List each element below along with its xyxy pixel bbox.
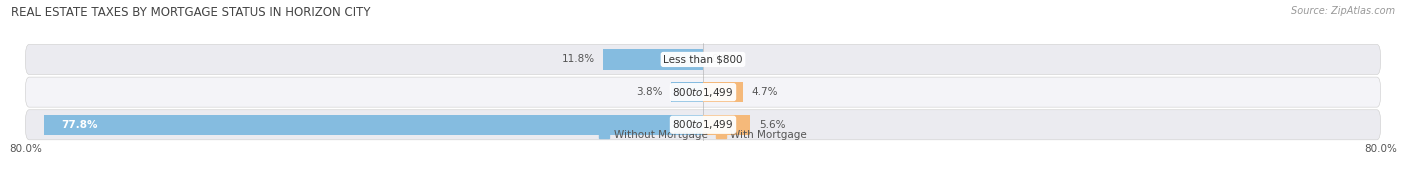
Text: Less than $800: Less than $800 — [664, 54, 742, 64]
Text: Source: ZipAtlas.com: Source: ZipAtlas.com — [1291, 6, 1395, 16]
Text: 0.0%: 0.0% — [711, 54, 738, 64]
Text: REAL ESTATE TAXES BY MORTGAGE STATUS IN HORIZON CITY: REAL ESTATE TAXES BY MORTGAGE STATUS IN … — [11, 6, 371, 19]
FancyBboxPatch shape — [25, 44, 1381, 74]
Bar — [703, 82, 742, 102]
Legend: Without Mortgage, With Mortgage: Without Mortgage, With Mortgage — [595, 125, 811, 144]
FancyBboxPatch shape — [25, 77, 1381, 107]
Bar — [44, 115, 703, 135]
Text: 4.7%: 4.7% — [751, 87, 778, 97]
Bar — [603, 49, 703, 70]
Text: 5.6%: 5.6% — [759, 120, 786, 130]
Text: 3.8%: 3.8% — [636, 87, 662, 97]
Text: 11.8%: 11.8% — [561, 54, 595, 64]
FancyBboxPatch shape — [25, 110, 1381, 140]
Bar — [671, 82, 703, 102]
Bar — [703, 115, 751, 135]
Text: $800 to $1,499: $800 to $1,499 — [672, 118, 734, 131]
Text: $800 to $1,499: $800 to $1,499 — [672, 86, 734, 99]
Text: 77.8%: 77.8% — [60, 120, 97, 130]
